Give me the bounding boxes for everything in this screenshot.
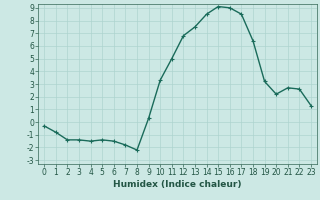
X-axis label: Humidex (Indice chaleur): Humidex (Indice chaleur) <box>113 180 242 189</box>
